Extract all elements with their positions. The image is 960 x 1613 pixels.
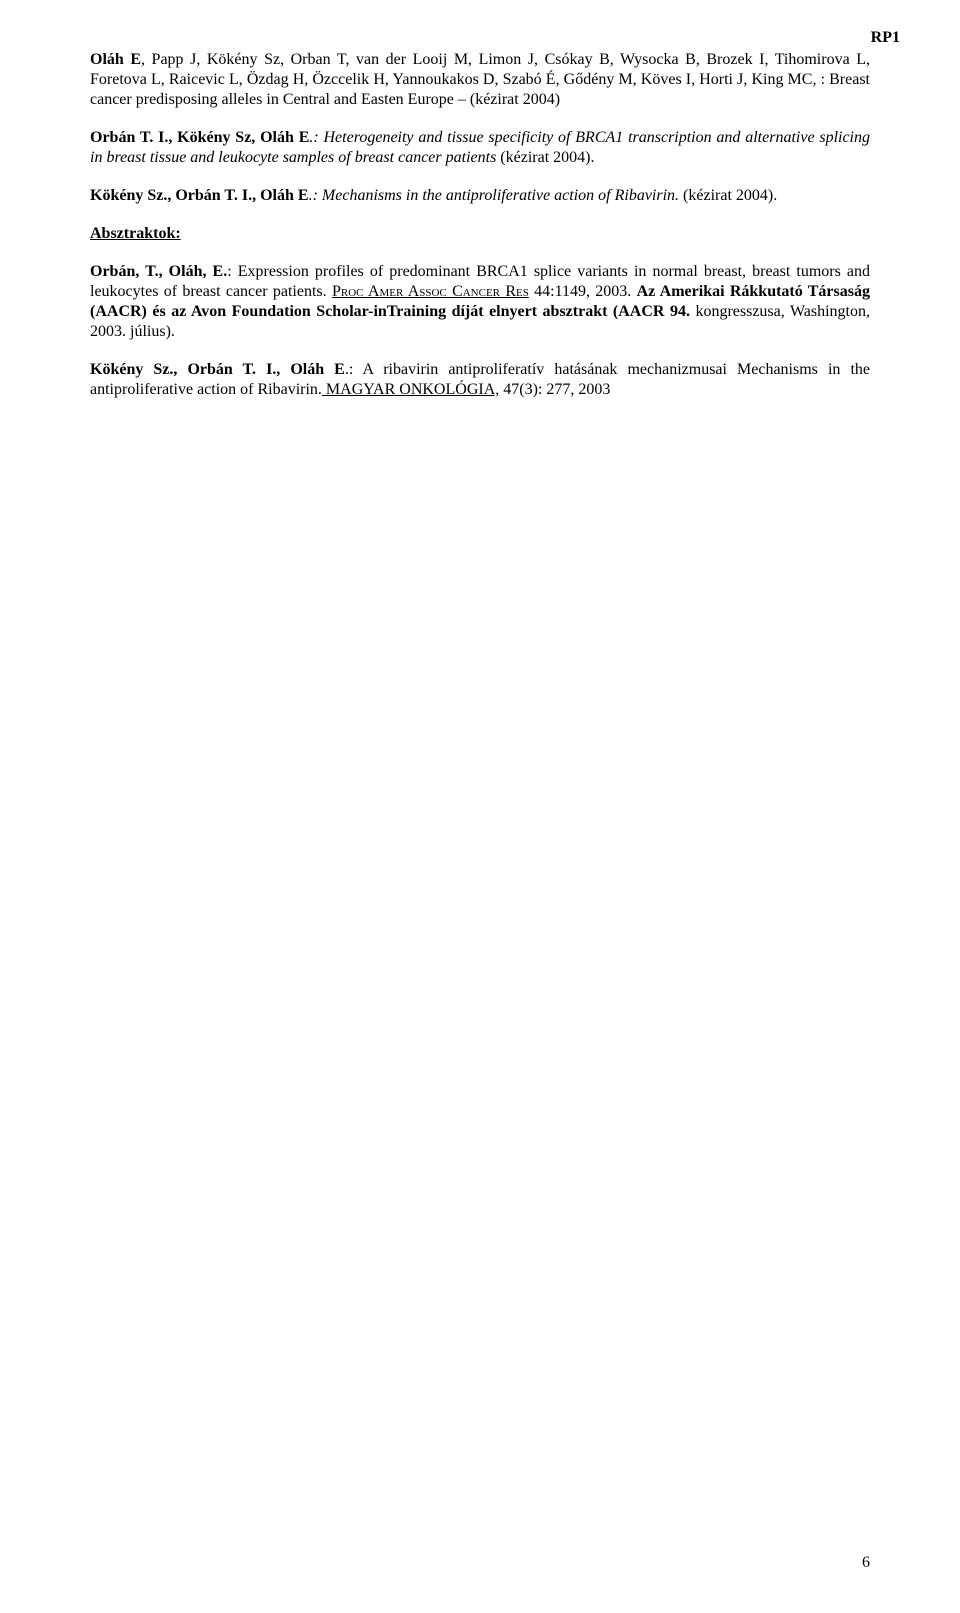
header-mark: RP1 <box>871 28 900 48</box>
p5-lead: Kökény Sz., Orbán T. I., Oláh E <box>90 361 345 378</box>
p4-lead: Orbán, T., Oláh, E. <box>90 263 227 280</box>
section-heading-absztraktok: Absztraktok: <box>90 224 870 244</box>
paragraph-2: Orbán T. I., Kökény Sz, Oláh E.: Heterog… <box>90 128 870 168</box>
paragraph-3: Kökény Sz., Orbán T. I., Oláh E.: Mechan… <box>90 186 870 206</box>
p4-cite: 44:1149, 2003. <box>529 283 637 300</box>
p2-lead: Orbán T. I., Kökény Sz, Oláh E <box>90 129 309 146</box>
p1-authors: Oláh E <box>90 51 141 68</box>
paragraph-4: Orbán, T., Oláh, E.: Expression profiles… <box>90 262 870 342</box>
p5-cite: 47(3): 277, 2003 <box>499 381 610 398</box>
p5-journal: MAGYAR ONKOLÓGIA, <box>322 381 499 398</box>
paragraph-5: Kökény Sz., Orbán T. I., Oláh E.: A riba… <box>90 360 870 400</box>
p1-rest: , Papp J, Kökény Sz, Orban T, van der Lo… <box>90 51 870 108</box>
p3-lead: Kökény Sz., Orbán T. I., Oláh E <box>90 187 309 204</box>
p3-title: .: Mechanisms in the antiproliferative a… <box>309 187 683 204</box>
p3-tail: (kézirat 2004). <box>683 187 777 204</box>
p2-tail: (kézirat 2004). <box>500 149 594 166</box>
page-number: 6 <box>862 1553 870 1573</box>
paragraph-1: Oláh E, Papp J, Kökény Sz, Orban T, van … <box>90 50 870 110</box>
p4-journal: Proc Amer Assoc Cancer Res <box>332 283 529 300</box>
